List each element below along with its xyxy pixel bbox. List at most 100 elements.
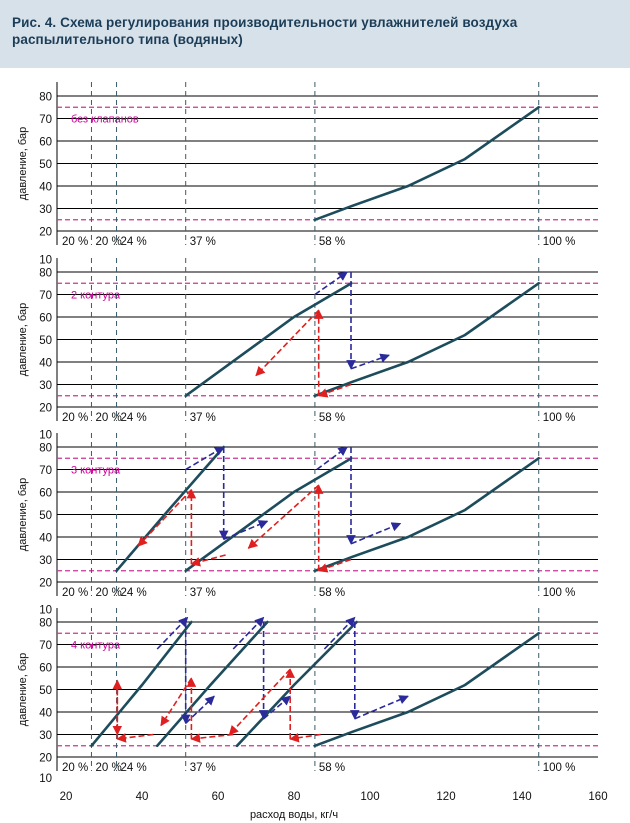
y-tick-label: 30 [39, 380, 52, 392]
figure-title: Рис. 4. Схема регулирования производител… [12, 15, 518, 47]
characteristic-curve [155, 620, 269, 748]
x-axis: 20 40 60 80 100 120 140 160 10 расход воды, кг/ч [39, 773, 607, 821]
characteristic-curve [313, 456, 541, 573]
y-tick-label: 40 [39, 533, 52, 545]
stage-percent-label: 20 % [95, 587, 121, 599]
y-tick-label: 50 [39, 685, 52, 697]
stage-percent-label: 100 % [543, 587, 576, 599]
decrease-arrow [137, 489, 192, 547]
y-tick-label: 10 [39, 430, 52, 442]
stage-percent-label: 58 % [319, 412, 345, 424]
panel-label: без клапанов [71, 114, 139, 126]
x-tick-label: 80 [288, 791, 301, 803]
increase-arrow [350, 522, 402, 545]
y-tick-label: 30 [39, 730, 52, 742]
stage-percent-label: 100 % [543, 762, 576, 774]
x-tick-label: 120 [436, 791, 455, 803]
characteristic-curve [313, 281, 541, 398]
y-tick-label: 50 [39, 335, 52, 347]
y-tick-label: 70 [39, 114, 52, 126]
y-tick-label: 60 [39, 488, 52, 500]
decrease-arrow [317, 383, 352, 398]
y-tick-label: 80 [39, 92, 52, 104]
y-axis-label: давление, бар [17, 303, 29, 376]
y-tick-label: 10 [39, 255, 52, 267]
y-tick-label: 20 [39, 227, 52, 239]
x-tick-label: 160 [588, 791, 607, 803]
decrease-arrow [317, 558, 352, 573]
stage-percent-label: 24 % [121, 587, 147, 599]
increase-arrow [232, 616, 265, 650]
y-tick-label: 40 [39, 358, 52, 370]
y-tick-label: 30 [39, 204, 52, 216]
y-axis-label: давление, бар [17, 478, 29, 551]
y-axis-label: давление, бар [17, 127, 29, 200]
decrease-arrow [190, 554, 226, 567]
increase-arrow [354, 695, 409, 720]
x-tick-label: 140 [512, 791, 531, 803]
y-tick-label: 40 [39, 182, 52, 194]
decrease-arrow [116, 733, 154, 743]
x-tick-label: 40 [136, 791, 149, 803]
y-tick-label: 70 [39, 465, 52, 477]
increase-arrow [223, 520, 269, 540]
y-tick-label: 20 [39, 578, 52, 590]
stage-percent-label: 24 % [121, 412, 147, 424]
increase-arrow [350, 353, 390, 370]
decrease-arrow [190, 733, 234, 743]
characteristic-curve [115, 445, 225, 573]
stage-percent-label: 37 % [190, 587, 216, 599]
decrease-arrow [160, 677, 193, 727]
y-tick-label: 20 [39, 403, 52, 415]
increase-arrow [185, 446, 225, 471]
stage-percent-label: 58 % [319, 762, 345, 774]
stage-percent-label: 37 % [190, 412, 216, 424]
y-tick-label: 60 [39, 313, 52, 325]
characteristic-curve [313, 631, 541, 748]
x-tick-label: 60 [212, 791, 225, 803]
y-tick-label: 40 [39, 708, 52, 720]
stage-percent-label: 20 % [95, 412, 121, 424]
decrease-arrow [247, 484, 320, 549]
increase-arrow [185, 695, 215, 724]
x-tick-label: 20 [60, 791, 73, 803]
panel-label: 2 контура [71, 290, 121, 302]
increase-arrow [316, 446, 348, 471]
decrease-arrow [289, 732, 321, 743]
decrease-arrow [228, 668, 291, 736]
stage-percent-label: 24 % [121, 236, 147, 248]
y-tick-label: 80 [39, 268, 52, 280]
decrease-arrow [255, 309, 320, 377]
x-tick-label: 100 [360, 791, 379, 803]
characteristic-curve [235, 620, 359, 748]
y-tick-label: 80 [39, 618, 52, 630]
characteristic-curve [184, 281, 353, 398]
characteristic-curve [313, 106, 541, 222]
x-axis-label: расход воды, кг/ч [250, 809, 338, 821]
y-tick-label: 70 [39, 640, 52, 652]
y-tick-label: 10 [39, 773, 52, 785]
stage-percent-label: 20 % [62, 587, 88, 599]
panel-label: 3 контура [71, 465, 121, 477]
y-tick-label: 30 [39, 555, 52, 567]
stage-percent-label: 58 % [319, 236, 345, 248]
y-tick-label: 50 [39, 159, 52, 171]
y-tick-label: 60 [39, 663, 52, 675]
y-tick-label: 60 [39, 137, 52, 149]
stage-percent-label: 24 % [121, 762, 147, 774]
increase-arrow [156, 616, 189, 650]
stage-percent-label: 58 % [319, 587, 345, 599]
y-tick-label: 50 [39, 510, 52, 522]
characteristic-curve [90, 620, 193, 748]
stage-percent-label: 37 % [190, 236, 216, 248]
panel-label: 4 контура [71, 640, 121, 652]
y-tick-label: 20 [39, 753, 52, 765]
stage-percent-label: 20 % [62, 412, 88, 424]
stage-percent-label: 20 % [62, 236, 88, 248]
stage-percent-label: 100 % [543, 412, 576, 424]
